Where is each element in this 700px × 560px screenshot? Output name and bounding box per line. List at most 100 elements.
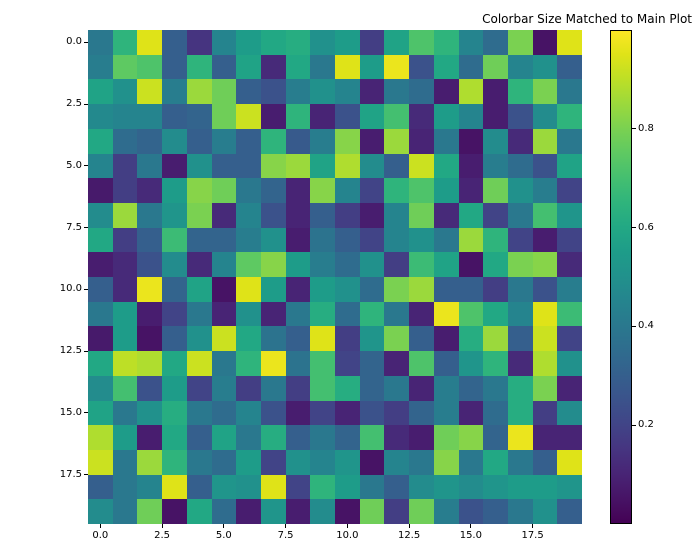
y-tick-label: 17.5 [60, 469, 82, 480]
heatmap-cell [459, 401, 484, 426]
heatmap-cell [88, 228, 113, 253]
heatmap-cell [557, 228, 582, 253]
heatmap-cell [187, 129, 212, 154]
colorbar-tick-label: 0.8 [638, 123, 654, 134]
heatmap-cell [483, 450, 508, 475]
heatmap-cell [384, 203, 409, 228]
heatmap-cell [384, 79, 409, 104]
heatmap-cell [483, 475, 508, 500]
heatmap-cell [508, 326, 533, 351]
heatmap-cell [557, 475, 582, 500]
heatmap-cell [113, 30, 138, 55]
heatmap-cell [434, 401, 459, 426]
heatmap-cell [508, 30, 533, 55]
x-tick-label: 2.5 [150, 530, 174, 541]
heatmap-cell [483, 277, 508, 302]
heatmap-cell [434, 376, 459, 401]
heatmap-cell [310, 228, 335, 253]
heatmap-cell [236, 326, 261, 351]
y-tick-label: 2.5 [66, 98, 82, 109]
heatmap-cell [187, 351, 212, 376]
heatmap-cell [557, 79, 582, 104]
heatmap-cell [187, 154, 212, 179]
heatmap-cell [162, 129, 187, 154]
heatmap-cell [286, 178, 311, 203]
heatmap-cell [236, 154, 261, 179]
heatmap-cell [286, 450, 311, 475]
heatmap-cell [557, 203, 582, 228]
heatmap-cell [162, 228, 187, 253]
heatmap-cell [310, 203, 335, 228]
heatmap-cell [212, 401, 237, 426]
heatmap-cell [212, 252, 237, 277]
heatmap-cell [384, 154, 409, 179]
heatmap-cell [113, 351, 138, 376]
heatmap-cell [508, 302, 533, 327]
heatmap-cell [212, 450, 237, 475]
heatmap-cell [212, 55, 237, 80]
heatmap-cell [459, 30, 484, 55]
heatmap-cell [483, 401, 508, 426]
heatmap-cell [557, 104, 582, 129]
heatmap-cell [483, 228, 508, 253]
x-tick-mark [223, 524, 224, 528]
heatmap-cell [384, 104, 409, 129]
heatmap-cell [187, 401, 212, 426]
y-tick-label: 0.0 [66, 36, 82, 47]
heatmap-cell [360, 55, 385, 80]
x-tick-label: 0.0 [88, 530, 112, 541]
heatmap-cell [261, 30, 286, 55]
heatmap-cell [212, 79, 237, 104]
heatmap-cell [409, 104, 434, 129]
x-tick-label: 5.0 [212, 530, 236, 541]
heatmap-cell [557, 178, 582, 203]
heatmap-cell [137, 425, 162, 450]
y-tick-mark [84, 289, 88, 290]
heatmap-cell [113, 425, 138, 450]
heatmap-cell [310, 450, 335, 475]
heatmap-cell [335, 450, 360, 475]
x-tick-label: 12.5 [397, 530, 421, 541]
heatmap-cell [409, 326, 434, 351]
heatmap-cell [335, 277, 360, 302]
heatmap-cell [236, 30, 261, 55]
heatmap-cell [286, 326, 311, 351]
heatmap-cell [508, 79, 533, 104]
heatmap-cell [212, 203, 237, 228]
heatmap-cell [137, 30, 162, 55]
heatmap-cell [286, 277, 311, 302]
heatmap-cell [409, 277, 434, 302]
heatmap-cell [261, 425, 286, 450]
heatmap-cell [483, 351, 508, 376]
heatmap-cell [236, 129, 261, 154]
heatmap-cell [137, 376, 162, 401]
heatmap-cell [409, 351, 434, 376]
heatmap-cell [88, 252, 113, 277]
heatmap-cell [384, 376, 409, 401]
heatmap-cell [162, 154, 187, 179]
heatmap-cell [137, 401, 162, 426]
heatmap-cell [137, 302, 162, 327]
heatmap-cell [434, 326, 459, 351]
heatmap-cell [212, 351, 237, 376]
heatmap-cell [187, 302, 212, 327]
heatmap-cell [508, 252, 533, 277]
heatmap-cell [261, 351, 286, 376]
heatmap-cell [113, 401, 138, 426]
heatmap-cell [212, 154, 237, 179]
heatmap-cell [261, 79, 286, 104]
heatmap-cell [88, 277, 113, 302]
heatmap-cell [137, 129, 162, 154]
heatmap-cell [113, 277, 138, 302]
heatmap-cell [384, 55, 409, 80]
colorbar-tick-label: 0.2 [638, 419, 654, 430]
heatmap-cell [261, 326, 286, 351]
heatmap-cell [113, 450, 138, 475]
heatmap-cell [212, 425, 237, 450]
heatmap-cell [286, 425, 311, 450]
heatmap-cell [162, 55, 187, 80]
heatmap-cell [557, 55, 582, 80]
heatmap-cell [187, 104, 212, 129]
heatmap-cell [533, 252, 558, 277]
y-tick-mark [84, 474, 88, 475]
